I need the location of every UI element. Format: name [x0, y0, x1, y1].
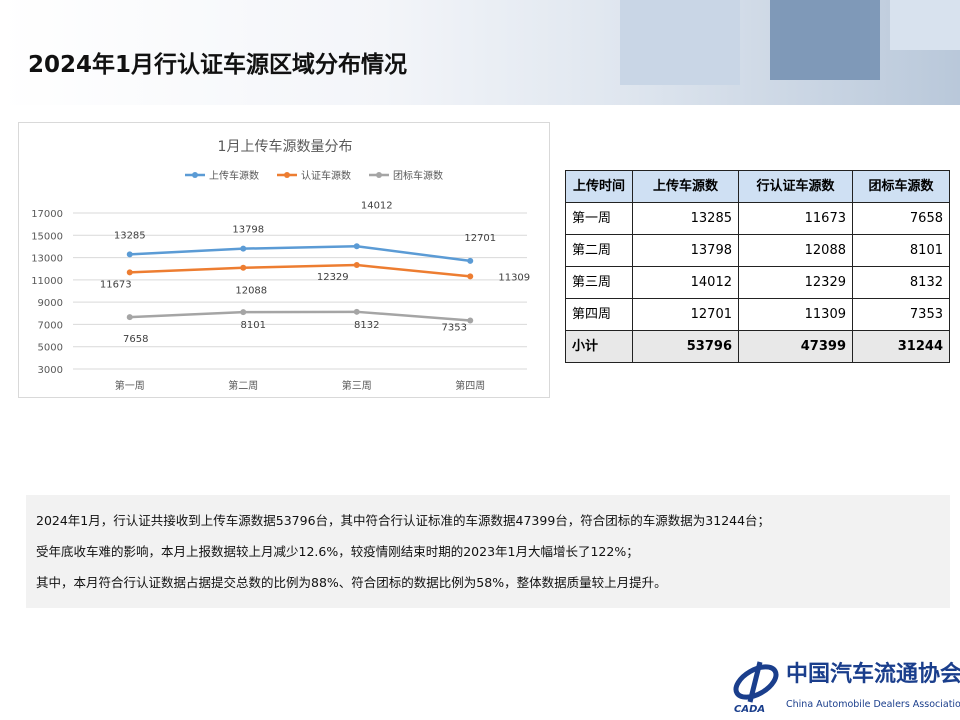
cada-logo: CADA 中国汽车流通协会 China Automobile Dealers A…: [730, 658, 960, 718]
y-tick-label: 5000: [38, 343, 63, 354]
x-tick-label: 第二周: [228, 379, 258, 392]
summary-line: 2024年1月，行认证共接收到上传车源数据53796台，其中符合行认证标准的车源…: [36, 513, 771, 528]
cell: 12329: [738, 266, 853, 299]
logo-name-cn: 中国汽车流通协会: [786, 661, 960, 687]
cell: 第一周: [565, 202, 633, 235]
series-line: [129, 310, 471, 322]
line-chart: 1月上传车源数量分布上传车源数 认证车源数 团标车源数 3000 5000 7000 900…: [18, 122, 550, 398]
table-row: 第四周 12701 11309 7353: [565, 298, 950, 331]
legend-label: 认证车源数: [301, 169, 351, 182]
data-point: [240, 245, 247, 252]
x-tick-label: 第四周: [455, 379, 485, 392]
cubes-graphic: [620, 0, 960, 85]
cell: 第四周: [565, 298, 633, 331]
data-point: [467, 317, 474, 324]
data-label: 7658: [123, 334, 148, 345]
cell: 小计: [565, 330, 633, 363]
cell: 7353: [852, 298, 950, 331]
data-point: [353, 308, 360, 315]
cell: 14012: [632, 266, 739, 299]
cell: 8101: [852, 234, 950, 267]
legend-marker: [284, 172, 290, 178]
y-tick-label: 9000: [38, 298, 63, 309]
table-row: 第三周 14012 12329 8132: [565, 266, 950, 299]
data-point: [353, 262, 360, 269]
x-tick-label: 第三周: [342, 379, 372, 392]
cell: 11309: [738, 298, 853, 331]
data-point: [467, 257, 474, 264]
y-tick-label: 13000: [31, 254, 63, 265]
header-banner: [0, 0, 960, 105]
cell: 31244: [852, 330, 950, 363]
data-point: [467, 273, 474, 280]
data-point: [126, 251, 133, 258]
table-row: 第二周 13798 12088 8101: [565, 234, 950, 267]
data-label: 14012: [361, 200, 393, 211]
legend-marker: [376, 172, 382, 178]
table-total-row: 小计 53796 47399 31244: [565, 330, 950, 363]
summary-line: 受年底收车难的影响，本月上报数据较上月减少12.6%，较疫情刚结束时期的2023…: [36, 544, 639, 559]
column-header: 行认证车源数: [738, 170, 853, 203]
svg-text:CADA: CADA: [734, 704, 765, 715]
chart-title: 1月上传车源数量分布: [218, 138, 353, 155]
column-header: 团标车源数: [852, 170, 950, 203]
cell: 11673: [738, 202, 853, 235]
series-line: [129, 245, 471, 263]
data-label: 12701: [464, 233, 496, 244]
y-tick-label: 11000: [31, 276, 63, 287]
data-point: [240, 264, 247, 271]
data-point: [126, 269, 133, 276]
data-label: 7353: [442, 322, 467, 333]
table-header-row: 上传时间 上传车源数 行认证车源数 团标车源数: [565, 170, 950, 203]
cell: 53796: [632, 330, 739, 363]
page-title: 2024年1月行认证车源区域分布情况: [28, 52, 408, 78]
data-table: 上传时间 上传车源数 行认证车源数 团标车源数 第一周 13285 11673 765…: [565, 170, 950, 363]
data-point: [353, 243, 360, 250]
y-tick-label: 7000: [38, 320, 63, 331]
data-label: 11309: [498, 272, 530, 283]
x-tick-label: 第一周: [115, 379, 145, 392]
logo-name-en: China Automobile Dealers Association: [786, 699, 960, 710]
legend-marker: [192, 172, 198, 178]
column-header: 上传时间: [565, 170, 633, 203]
cell: 13285: [632, 202, 739, 235]
cell: 12701: [632, 298, 739, 331]
y-tick-label: 15000: [31, 231, 63, 242]
summary-box: 2024年1月，行认证共接收到上传车源数据53796台，其中符合行认证标准的车源…: [26, 495, 950, 608]
table-row: 第一周 13285 11673 7658: [565, 202, 950, 235]
data-label: 12329: [317, 272, 349, 283]
cell: 第二周: [565, 234, 633, 267]
data-point: [126, 314, 133, 321]
data-label: 8132: [354, 320, 379, 331]
y-tick-label: 3000: [38, 365, 63, 376]
data-label: 8101: [241, 320, 266, 331]
data-label: 13798: [232, 225, 264, 236]
cell: 第三周: [565, 266, 633, 299]
column-header: 上传车源数: [632, 170, 739, 203]
data-label: 11673: [100, 279, 132, 290]
summary-line: 其中，本月符合行认证数据占据提交总数的比例为88%、符合团标的数据比例为58%，…: [36, 575, 667, 590]
cell: 8132: [852, 266, 950, 299]
data-label: 13285: [114, 230, 146, 241]
cell: 7658: [852, 202, 950, 235]
series-line: [129, 263, 471, 278]
cell: 13798: [632, 234, 739, 267]
cada-emblem-icon: CADA: [733, 661, 779, 715]
data-label: 12088: [235, 286, 267, 297]
cell: 12088: [738, 234, 853, 267]
y-tick-label: 17000: [31, 209, 63, 220]
legend-label: 团标车源数: [393, 169, 443, 182]
data-point: [240, 309, 247, 316]
legend-label: 上传车源数: [209, 169, 259, 182]
cell: 47399: [738, 330, 853, 363]
